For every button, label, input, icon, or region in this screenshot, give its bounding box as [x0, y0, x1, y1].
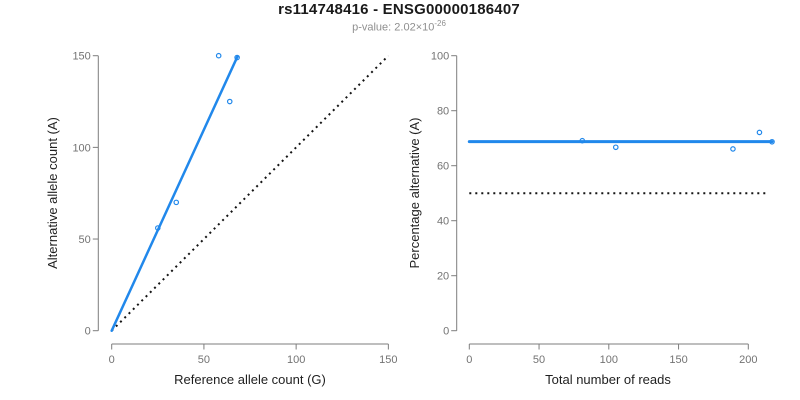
- plot-panel-2: 0 20 40 60 80 100 0 50 100 150 200 Total number of …: [407, 51, 775, 387]
- y-axis-title: Alternative allele count (A): [45, 117, 60, 269]
- x-axis-title: Reference allele count (G): [174, 372, 326, 387]
- figure-title: rs114748416 - ENSG00000186407: [278, 1, 520, 18]
- x-tick-label: 100: [287, 354, 305, 366]
- x-tick-label: 50: [533, 354, 545, 366]
- p-value-exponent: -26: [434, 19, 446, 28]
- y-tick-label: 80: [437, 106, 449, 118]
- p-value-label: p-value:: [352, 21, 392, 34]
- x-axis-title: Total number of reads: [545, 372, 671, 387]
- y-tick-label: 40: [437, 216, 449, 228]
- y-axis-title: Percentage alternative (A): [407, 117, 422, 268]
- data-point: [756, 129, 763, 136]
- data-point: [612, 144, 619, 151]
- x-tick-label: 150: [379, 354, 397, 366]
- data-point: [234, 54, 240, 61]
- y-tick-label: 60: [437, 161, 449, 173]
- data-point: [730, 146, 736, 152]
- x-tick-label: 100: [600, 354, 618, 366]
- y-tick-label: 0: [85, 326, 91, 338]
- fit-line: [110, 55, 239, 332]
- data-point: [769, 138, 775, 145]
- data-point: [173, 199, 180, 206]
- data-point: [226, 98, 233, 105]
- x-tick-label: 150: [669, 354, 687, 366]
- data-point: [215, 52, 222, 59]
- x-tick-label: 0: [109, 354, 115, 366]
- plot-panel-1: 0 50 100 150 0 50 100 150 Reference allele count…: [45, 51, 398, 387]
- p-value-base: 2.02×10: [394, 21, 435, 34]
- y-tick-label: 150: [72, 51, 90, 63]
- data-point: [155, 225, 161, 231]
- x-tick-label: 200: [739, 354, 757, 366]
- reference-dotted-line: [110, 54, 390, 332]
- y-tick-label: 0: [443, 326, 449, 338]
- x-tick-label: 50: [198, 354, 210, 366]
- data-point: [579, 137, 586, 144]
- y-tick-label: 20: [437, 271, 449, 283]
- figure-subtitle: p-value: 2.02×10-26: [0, 19, 798, 34]
- y-tick-label: 100: [431, 51, 449, 63]
- x-tick-label: 0: [466, 354, 472, 366]
- y-tick-label: 100: [72, 142, 90, 154]
- y-tick-label: 50: [79, 234, 91, 246]
